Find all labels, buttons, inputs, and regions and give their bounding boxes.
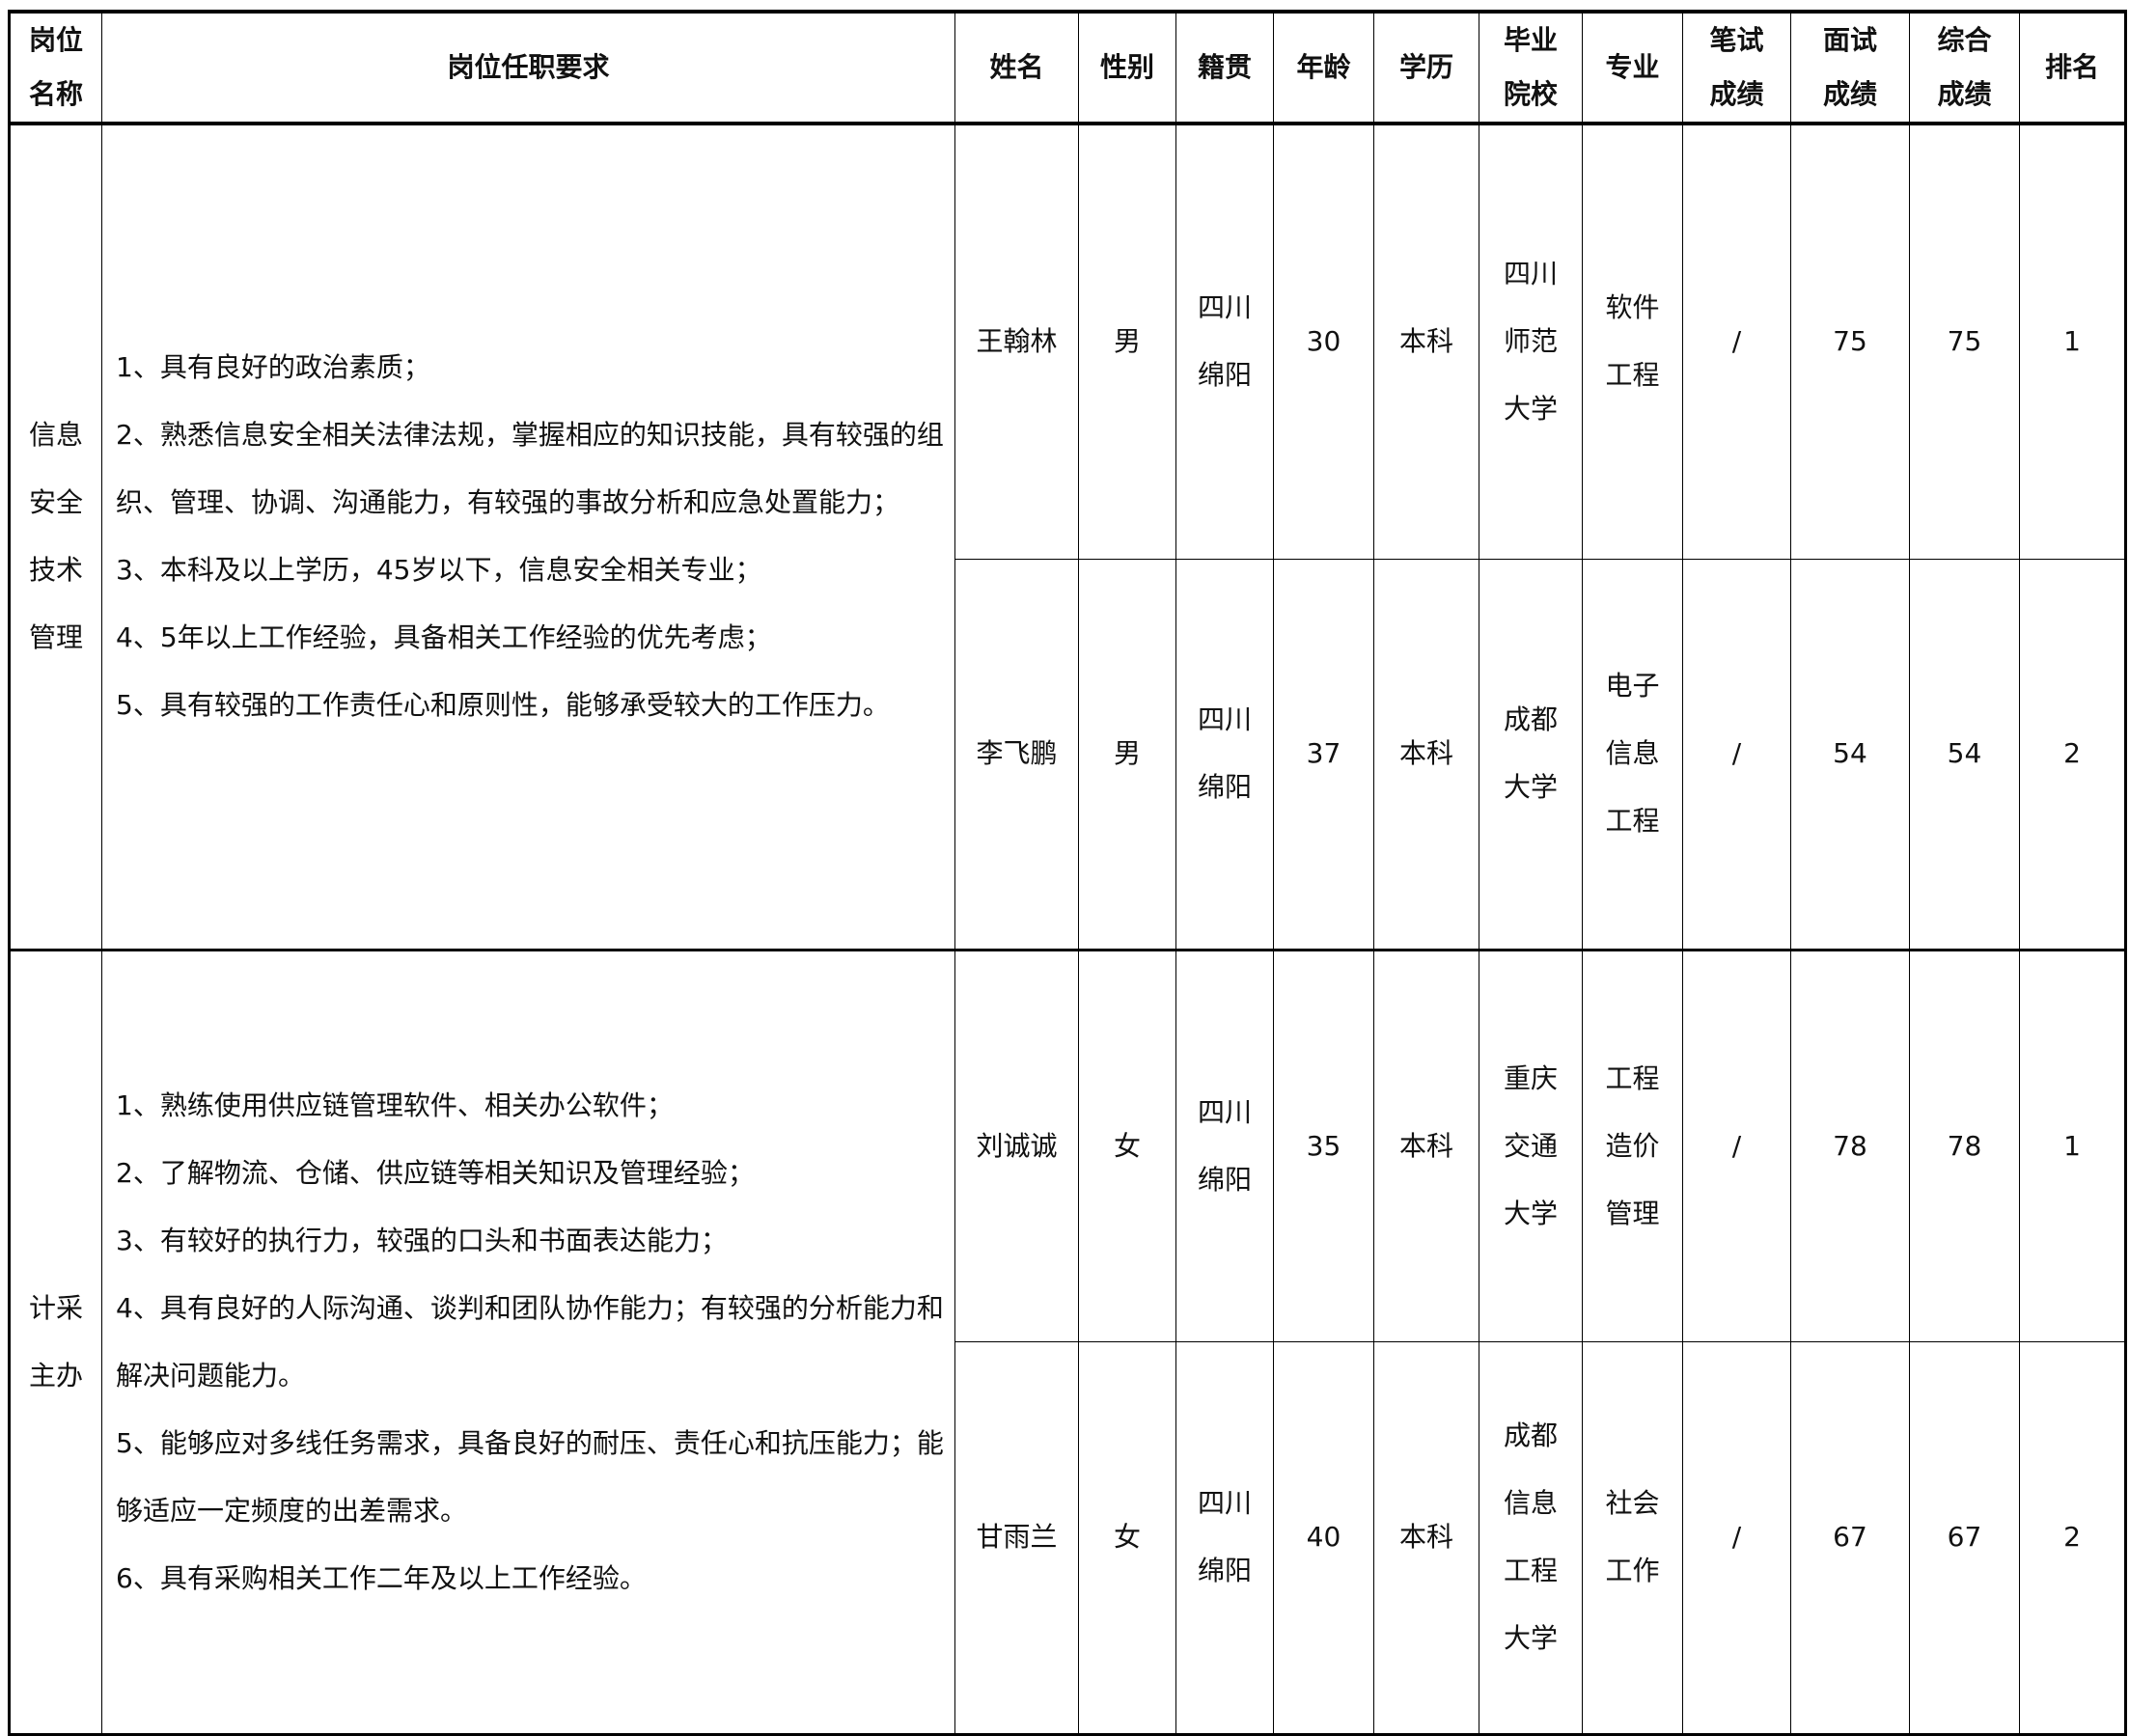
cell-education: 本科: [1373, 949, 1479, 1342]
header-interview-score: 面试 成绩: [1790, 11, 1910, 124]
cell-name: 王翰林: [954, 123, 1079, 560]
cell-total: 75: [1909, 123, 2020, 560]
cell-gender: 女: [1078, 1340, 1176, 1735]
cell-interview: 78: [1790, 949, 1910, 1342]
header-education: 学历: [1373, 11, 1479, 124]
cell-origin: 四川 绵阳: [1175, 123, 1274, 560]
requirement-item: 3、有较好的执行力，较强的口头和书面表达能力；: [116, 1224, 728, 1256]
position-requirements: 1、熟练使用供应链管理软件、相关办公软件； 2、了解物流、仓储、供应链等相关知识及…: [101, 949, 955, 1735]
position-name: 计采 主办: [9, 949, 102, 1735]
cell-age: 40: [1273, 1340, 1374, 1735]
cell-interview: 54: [1790, 558, 1910, 951]
header-position: 岗位 名称: [9, 11, 102, 124]
cell-age: 37: [1273, 558, 1374, 951]
cell-total: 54: [1909, 558, 2020, 951]
position-group: 计采 主办 1、熟练使用供应链管理软件、相关办公软件； 2、了解物流、仓储、供应链等…: [9, 949, 2126, 1735]
cell-rank: 2: [2019, 558, 2126, 951]
cell-age: 35: [1273, 949, 1374, 1342]
cell-name: 刘诚诚: [954, 949, 1079, 1342]
requirement-item: 3、本科及以上学历，45岁以下，信息安全相关专业；: [116, 554, 762, 587]
cell-written: /: [1682, 558, 1791, 951]
header-major: 专业: [1582, 11, 1683, 124]
requirement-item: 1、具有良好的政治素质；: [116, 351, 430, 384]
position-requirements: 1、具有良好的政治素质； 2、熟悉信息安全相关法律法规，掌握相应的知识技能，具有较…: [101, 123, 955, 951]
header-written-score: 笔试 成绩: [1682, 11, 1791, 124]
cell-education: 本科: [1373, 123, 1479, 560]
table-row: 甘雨兰女四川 绵阳 40 本科 成都 信息 工程 大学 社会 工作/67 67 2: [10, 1340, 2126, 1735]
cell-gender: 男: [1078, 123, 1176, 560]
cell-interview: 75: [1790, 123, 1910, 560]
cell-name: 李飞鹏: [954, 558, 1079, 951]
cell-age: 30: [1273, 123, 1374, 560]
cell-origin: 四川 绵阳: [1175, 949, 1274, 1342]
position-name: 信息 安全 技术 管理: [9, 123, 102, 951]
table-row: 信息 安全 技术 管理 1、具有良好的政治素质； 2、熟悉信息安全相关法律法规，掌握…: [9, 123, 2126, 951]
header-rank: 排名: [2019, 11, 2126, 124]
cell-gender: 男: [1078, 558, 1176, 951]
cell-rank: 1: [2019, 949, 2126, 1342]
candidate-results-table: 岗位 名称 岗位任职要求 姓名 性别 籍贯 年龄 学历 毕业 院校 专业 笔试 成绩 面试 成绩 综合…: [8, 10, 2127, 1736]
cell-origin: 四川 绵阳: [1175, 558, 1274, 951]
cell-gender: 女: [1078, 949, 1176, 1342]
requirement-item: 1、熟练使用供应链管理软件、相关办公软件；: [116, 1088, 674, 1121]
cell-school: 四川 师范 大学: [1479, 123, 1583, 560]
requirement-item: 2、熟悉信息安全相关法律法规，掌握相应的知识技能，具有较强的组织、管理、协调、沟…: [116, 419, 944, 519]
cell-name: 甘雨兰: [954, 1340, 1079, 1735]
requirement-item: 5、能够应对多线任务需求，具备良好的耐压、责任心和抗压能力；能够适应一定频度的出…: [116, 1426, 944, 1527]
requirement-item: 2、了解物流、仓储、供应链等相关知识及管理经验；: [116, 1156, 755, 1189]
cell-written: /: [1682, 123, 1791, 560]
cell-school: 重庆 交通 大学: [1479, 949, 1583, 1342]
header-requirements: 岗位任职要求: [101, 11, 955, 124]
header-age: 年龄: [1273, 11, 1374, 124]
header-school: 毕业 院校: [1479, 11, 1583, 124]
cell-rank: 1: [2019, 123, 2126, 560]
header-gender: 性别: [1078, 11, 1176, 124]
cell-education: 本科: [1373, 558, 1479, 951]
cell-major: 电子 信息 工程: [1582, 558, 1683, 951]
header-name: 姓名: [954, 11, 1079, 124]
cell-written: /: [1682, 949, 1791, 1342]
table-row: 计采 主办 1、熟练使用供应链管理软件、相关办公软件； 2、了解物流、仓储、供应链等…: [9, 949, 2126, 1735]
header-row: 岗位 名称 岗位任职要求 姓名 性别 籍贯 年龄 学历 毕业 院校 专业 笔试 成绩 面试 成绩 综合…: [9, 11, 2126, 124]
cell-written: /: [1682, 1340, 1791, 1735]
requirement-item: 4、5年以上工作经验，具备相关工作经验的优先考虑；: [116, 621, 772, 654]
cell-school: 成都 信息 工程 大学: [1479, 1340, 1583, 1735]
cell-major: 软件 工程: [1582, 123, 1683, 560]
cell-origin: 四川 绵阳: [1175, 1340, 1274, 1735]
cell-interview: 67: [1790, 1340, 1910, 1735]
requirement-item: 5、具有较强的工作责任心和原则性，能够承受较大的工作压力。: [116, 689, 890, 722]
cell-rank: 2: [2019, 1340, 2126, 1735]
table-row: 李飞鹏男四川 绵阳 37 本科 成都 大学 电子 信息 工程/54 54 2: [10, 558, 2126, 951]
cell-total: 67: [1909, 1340, 2020, 1735]
position-group: 信息 安全 技术 管理 1、具有良好的政治素质； 2、熟悉信息安全相关法律法规，掌握…: [9, 123, 2126, 951]
cell-total: 78: [1909, 949, 2020, 1342]
cell-major: 社会 工作: [1582, 1340, 1683, 1735]
requirement-item: 4、具有良好的人际沟通、谈判和团队协作能力；有较强的分析能力和解决问题能力。: [116, 1291, 944, 1392]
header-total-score: 综合 成绩: [1909, 11, 2020, 124]
cell-major: 工程 造价 管理: [1582, 949, 1683, 1342]
header-origin: 籍贯: [1175, 11, 1274, 124]
cell-education: 本科: [1373, 1340, 1479, 1735]
requirement-item: 6、具有采购相关工作二年及以上工作经验。: [116, 1561, 647, 1594]
cell-school: 成都 大学: [1479, 558, 1583, 951]
